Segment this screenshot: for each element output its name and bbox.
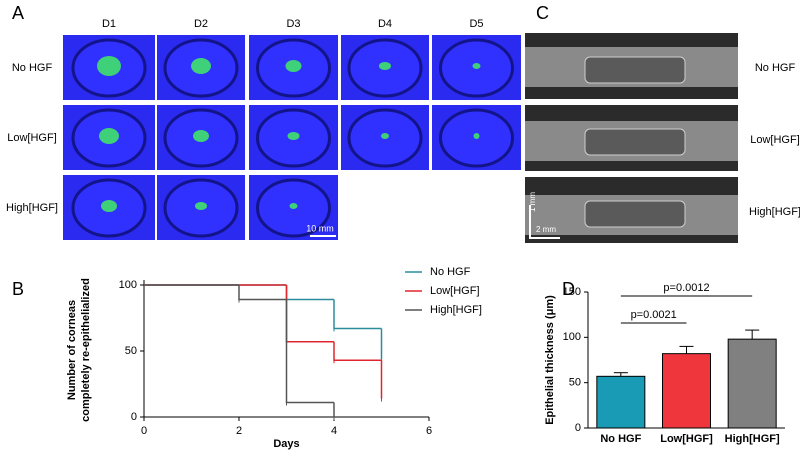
column-label: D3 [286, 18, 300, 30]
legend-label: Low[HGF] [430, 285, 480, 297]
row-label: High[HGF] [749, 206, 800, 218]
x-tick-label: 4 [331, 425, 337, 437]
y-tick-label: 150 [563, 286, 581, 298]
y-tick-label: 0 [131, 411, 137, 423]
column-label: D1 [102, 18, 116, 30]
y-tick-label: 100 [119, 279, 137, 291]
stain [287, 132, 300, 140]
oct-flap [584, 56, 686, 84]
legend-label: High[HGF] [430, 304, 482, 316]
column-label: D4 [378, 18, 392, 30]
row-label: High[HGF] [6, 202, 58, 214]
scale-bar-label: 1 mm [528, 192, 537, 212]
panel-label: A [12, 3, 24, 23]
panel-label: B [12, 279, 24, 299]
step-line [333, 341, 382, 361]
stain [473, 133, 480, 139]
stain [97, 56, 121, 76]
step-line [238, 285, 287, 301]
annotation: p=0.0012 [663, 282, 709, 294]
stain [99, 128, 119, 144]
x-tick-label: 2 [236, 425, 242, 437]
x-tick-label: High[HGF] [725, 433, 780, 445]
legend-label: No HGF [430, 266, 471, 278]
row-label: No HGF [12, 62, 53, 74]
x-tick-label: 6 [426, 425, 432, 437]
step-line [285, 299, 334, 404]
stain [195, 202, 207, 210]
panel-label: D [562, 279, 575, 299]
stain [472, 63, 481, 69]
y-tick-label: 100 [563, 331, 581, 343]
bar [727, 338, 777, 429]
x-tick-label: 0 [141, 425, 147, 437]
step-line [285, 285, 334, 301]
column-label: D2 [194, 18, 208, 30]
bar [662, 353, 711, 429]
step-line [285, 285, 334, 343]
y-tick-label: 0 [575, 422, 581, 434]
x-axis-label: Days [273, 438, 299, 450]
scale-bar-label: 2 mm [536, 225, 556, 234]
step-line [333, 299, 382, 330]
stain [101, 200, 117, 212]
y-axis-label: Epithelial thickness (μm) [544, 295, 556, 425]
oct-flap [584, 200, 686, 228]
scale-bar-label: 10 mm [306, 223, 334, 233]
y-tick-label: 50 [125, 345, 137, 357]
stain [289, 203, 298, 209]
stain [193, 130, 209, 142]
x-tick-label: No HGF [600, 433, 641, 445]
annotation: p=0.0021 [631, 309, 677, 321]
stain [379, 62, 391, 70]
x-tick-label: Low[HGF] [660, 433, 713, 445]
panel-label: C [536, 3, 549, 23]
stain [381, 133, 389, 139]
y-tick-label: 50 [569, 377, 581, 389]
oct-flap [584, 128, 686, 156]
row-label: No HGF [755, 62, 796, 74]
bar [596, 375, 646, 429]
row-label: Low[HGF] [750, 134, 800, 146]
column-label: D5 [469, 18, 483, 30]
scale-bar [529, 205, 560, 239]
y-axis-label: Number of corneas [66, 300, 78, 400]
row-label: Low[HGF] [7, 132, 57, 144]
y-axis-label: completely re-epithelialized [80, 278, 92, 422]
stain [191, 58, 211, 74]
stain [285, 60, 302, 72]
